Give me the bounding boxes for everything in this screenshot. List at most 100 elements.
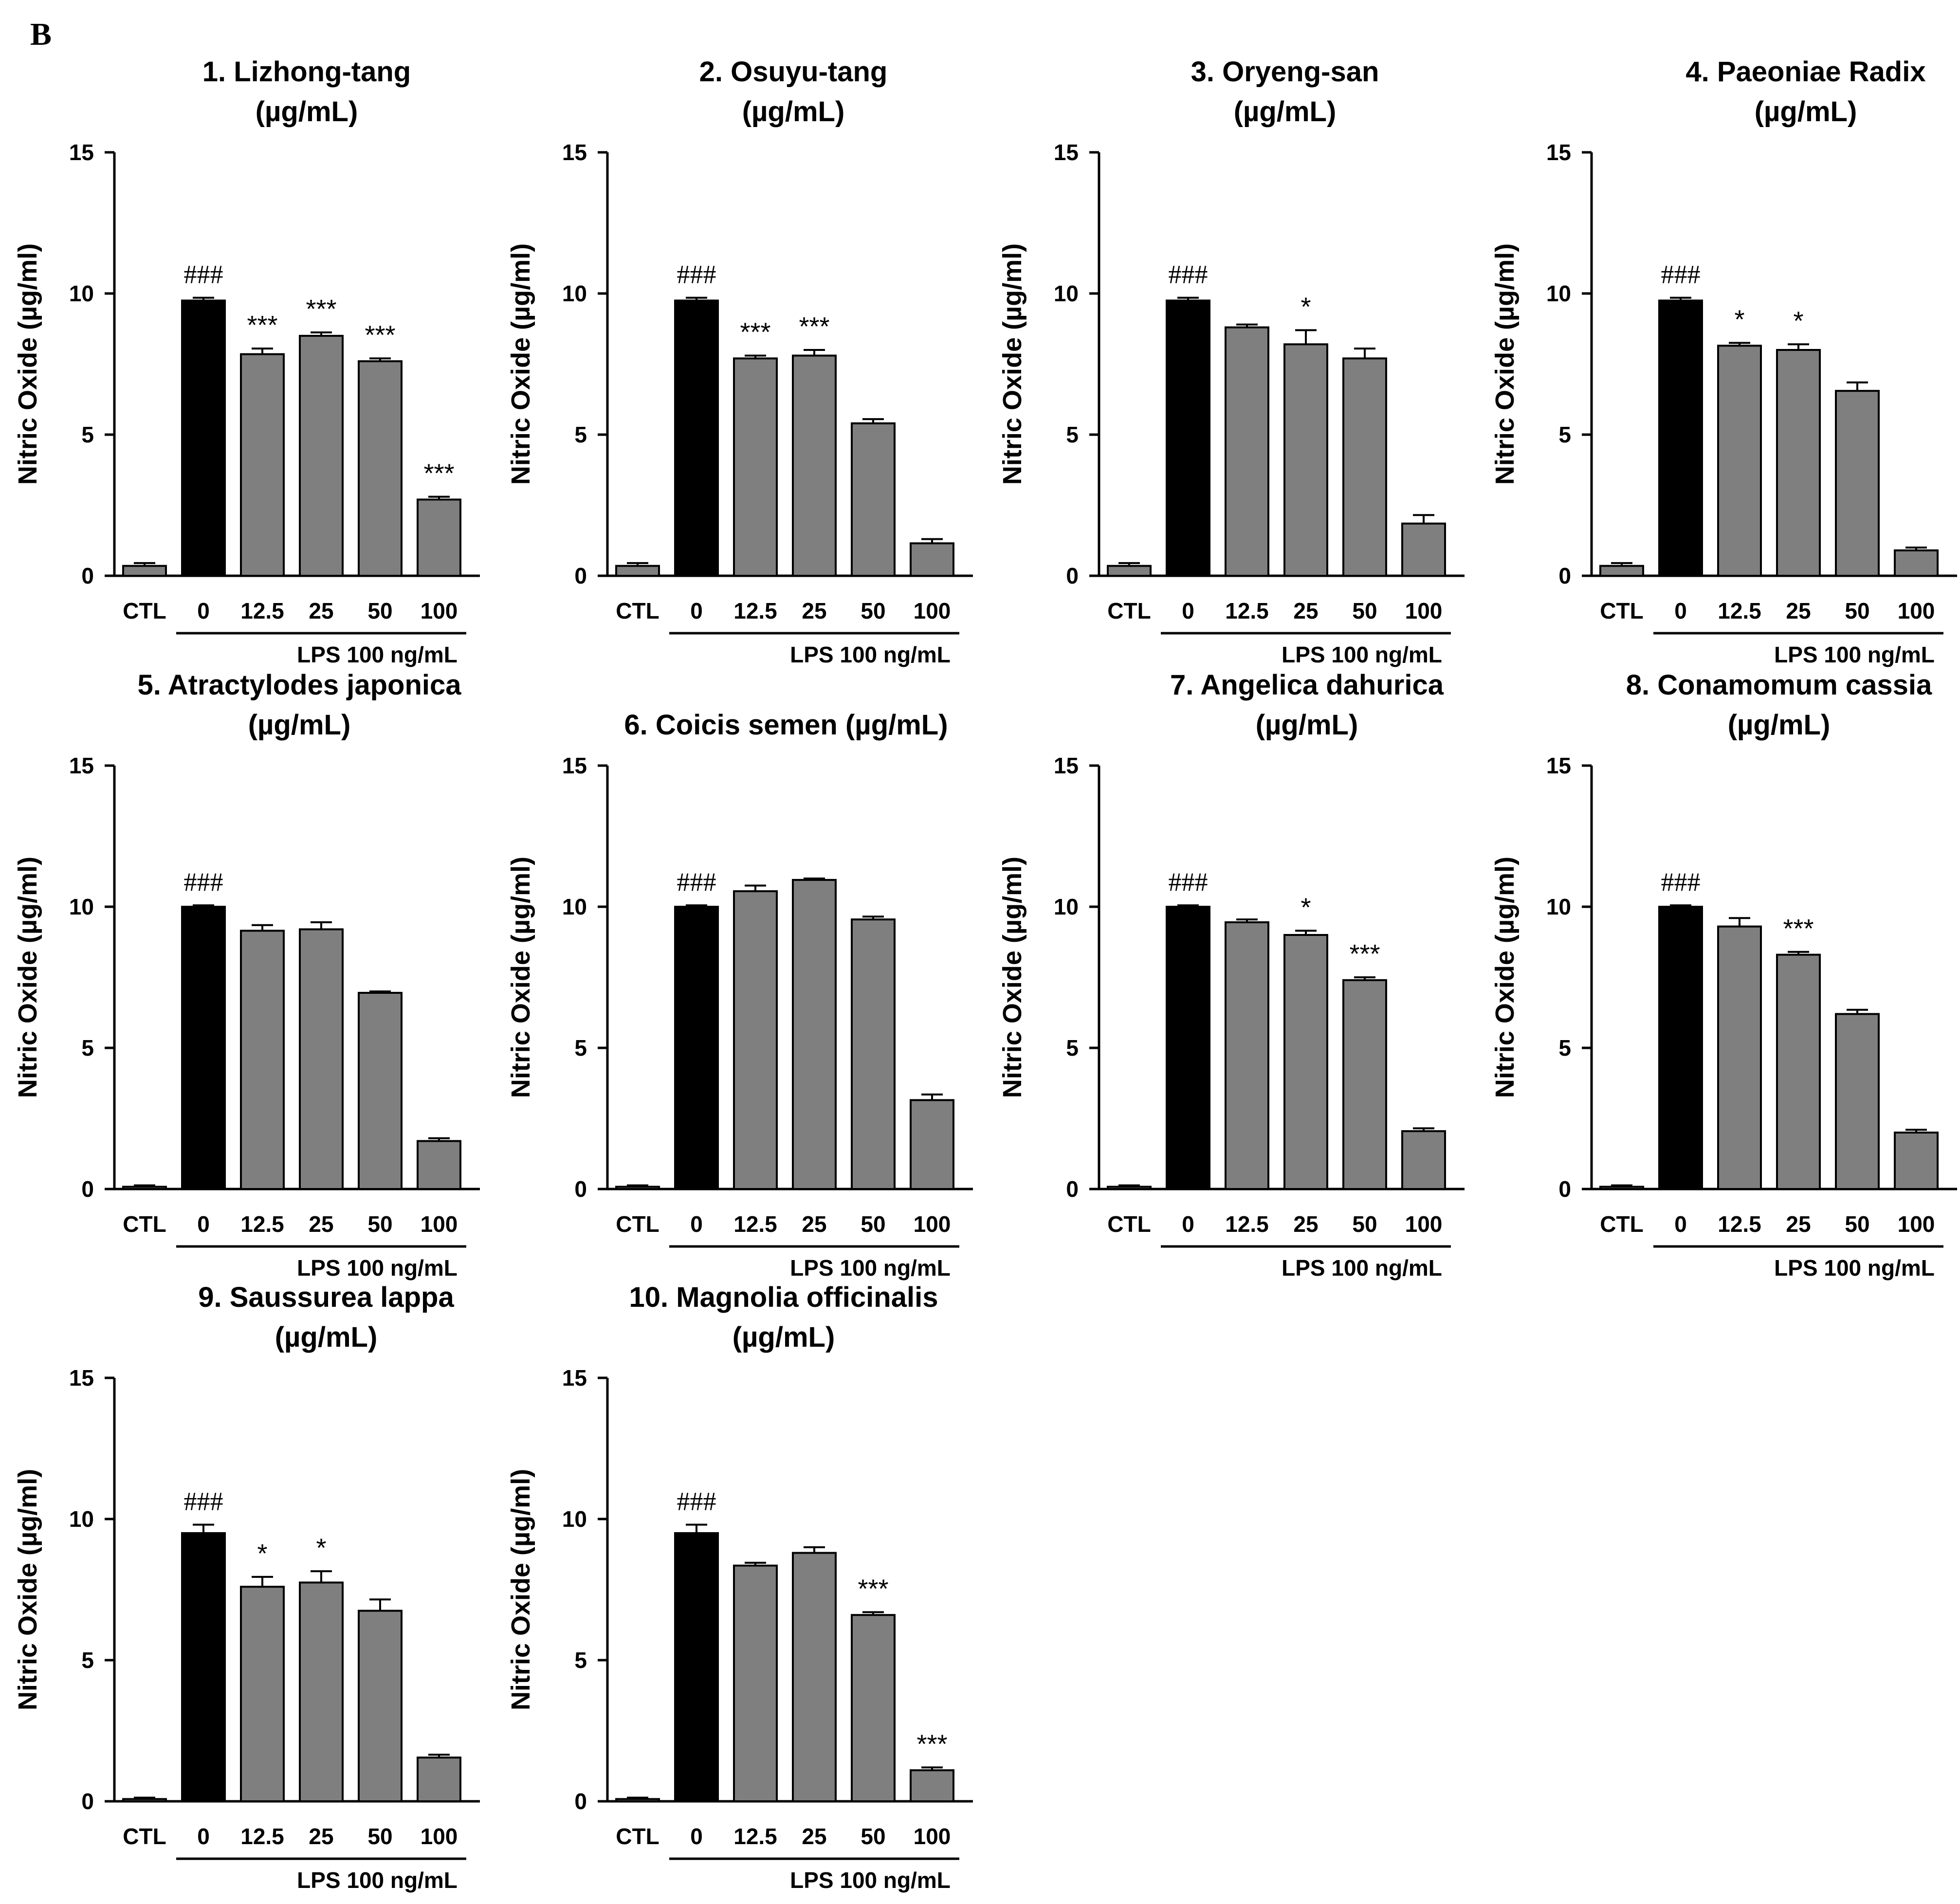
bar-lps-control [1166,906,1210,1190]
chart-title: 7. Angelica dahurica [1170,669,1444,701]
x-tick-label: 50 [861,1211,885,1237]
bar-treatment [1225,921,1269,1190]
y-tick-label: 5 [1558,422,1571,447]
y-axis-label: Nitric Oxide (µg/ml) [13,857,42,1098]
x-tick-label: 100 [1898,1211,1935,1237]
x-tick-label: 100 [914,1211,951,1237]
significance-label: *** [799,312,829,341]
bar-treatment [792,354,837,577]
significance-label: *** [858,1574,888,1603]
chart-1: 1. Lizhong-tang (µg/mL) Nitric Oxide (µg/m… [13,56,480,667]
significance-label: * [1301,292,1311,321]
x-tick-label: 50 [1845,598,1869,623]
significance-label: * [1793,306,1803,335]
bar-treatment [851,422,896,577]
significance-label: * [257,1539,267,1568]
chart-title: 9. Saussurea lappa [198,1282,454,1313]
y-tick-label: 0 [81,563,94,588]
y-axis-label: Nitric Oxide (µg/ml) [506,243,535,485]
y-axis-label: Nitric Oxide (µg/ml) [506,857,535,1098]
significance-label: *** [1349,939,1380,969]
chart-5: 5. Atractylodes japonica (µg/mL) Nitric Ox… [13,669,480,1281]
x-tick-label: 25 [309,1211,333,1237]
panel-label: B [30,17,52,52]
y-tick-label: 15 [1054,140,1079,165]
bar-lps-control [181,906,226,1190]
bar-treatment [1283,343,1328,577]
chart-title: (µg/mL) [256,96,358,128]
y-tick-label: 5 [574,422,587,447]
y-tick-label: 0 [81,1789,94,1814]
significance-label: ### [184,260,223,289]
significance-label: *** [423,459,454,488]
significance-label: * [1301,893,1311,922]
chart-title: (µg/mL) [742,96,845,128]
y-tick-label: 0 [574,1789,587,1814]
x-tick-label: 12.5 [240,1211,284,1237]
y-axis-label: Nitric Oxide (µg/ml) [13,1469,42,1710]
significance-label: *** [247,311,277,340]
x-tick-label: 100 [914,1824,951,1849]
bar-lps-control [1166,299,1210,577]
y-tick-label: 10 [1546,281,1571,306]
bar-lps-control [1658,906,1703,1190]
chart-8: 8. Conamomum cassia (µg/mL) Nitric Oxide (… [1490,669,1957,1281]
x-tick-label: 100 [1405,598,1443,623]
chart-title: 4. Paeoniae Radix [1685,56,1925,88]
x-tick-label: 100 [421,1824,458,1849]
x-tick-label: 12.5 [1718,1211,1761,1237]
chart-title: 10. Magnolia officinalis [629,1282,938,1313]
bar-treatment [417,1140,461,1190]
y-tick-label: 5 [574,1648,587,1673]
chart-title: (µg/mL) [1256,709,1358,741]
chart-title: 3. Oryeng-san [1191,56,1379,88]
significance-label: ### [1169,867,1208,897]
x-tick-label: CTL [616,598,659,623]
bar-treatment [299,335,344,577]
bar-treatment [792,1552,837,1803]
bar-treatment [1225,326,1269,577]
y-tick-label: 0 [81,1176,94,1202]
chart-10: 10. Magnolia officinalis (µg/mL) Nitric Ox… [506,1282,973,1893]
x-tick-label: 12.5 [733,1824,777,1849]
bar-lps-control [181,1532,226,1802]
x-tick-label: 0 [690,1211,703,1237]
y-tick-label: 15 [69,753,94,778]
chart-grid: 1. Lizhong-tang (µg/mL) Nitric Oxide (µg/m… [13,56,1957,1893]
treatment-label: LPS 100 ng/mL [1282,1255,1442,1281]
x-tick-label: 100 [1405,1211,1443,1237]
bar-treatment [1342,357,1387,577]
y-axis-label: Nitric Oxide (µg/ml) [998,243,1027,485]
x-tick-label: 12.5 [240,598,284,623]
x-tick-label: 25 [1293,598,1318,623]
y-tick-label: 5 [574,1035,587,1061]
bar-treatment [1776,349,1821,577]
x-tick-label: 12.5 [1225,598,1269,623]
y-tick-label: 15 [562,140,587,165]
chart-6: 6. Coicis semen (µg/mL) Nitric Oxide (µg/… [506,709,973,1281]
bar-treatment [240,353,285,577]
treatment-label: LPS 100 ng/mL [1282,642,1442,667]
x-tick-label: CTL [123,1824,166,1849]
bar-ctl [1107,1186,1152,1190]
bar-treatment [240,930,285,1190]
y-tick-label: 10 [562,281,587,306]
bar-lps-control [181,299,226,577]
chart-title: (µg/mL) [248,709,351,741]
bar-treatment [851,1614,896,1802]
significance-label: ### [184,1487,223,1516]
y-tick-label: 15 [562,753,587,778]
x-tick-label: 100 [421,598,458,623]
x-tick-label: 25 [309,1824,333,1849]
bar-ctl [615,565,660,577]
bar-treatment [1835,390,1880,577]
y-tick-label: 10 [562,1506,587,1532]
x-tick-label: 0 [690,598,703,623]
x-tick-label: 0 [1182,598,1194,623]
x-tick-label: 50 [1352,1211,1377,1237]
x-tick-label: 50 [1352,598,1377,623]
y-tick-label: 5 [1066,1035,1079,1061]
chart-4: 4. Paeoniae Radix (µg/mL) Nitric Oxide (µg… [1490,56,1957,667]
x-tick-label: 25 [1786,598,1811,623]
y-tick-label: 5 [1066,422,1079,447]
